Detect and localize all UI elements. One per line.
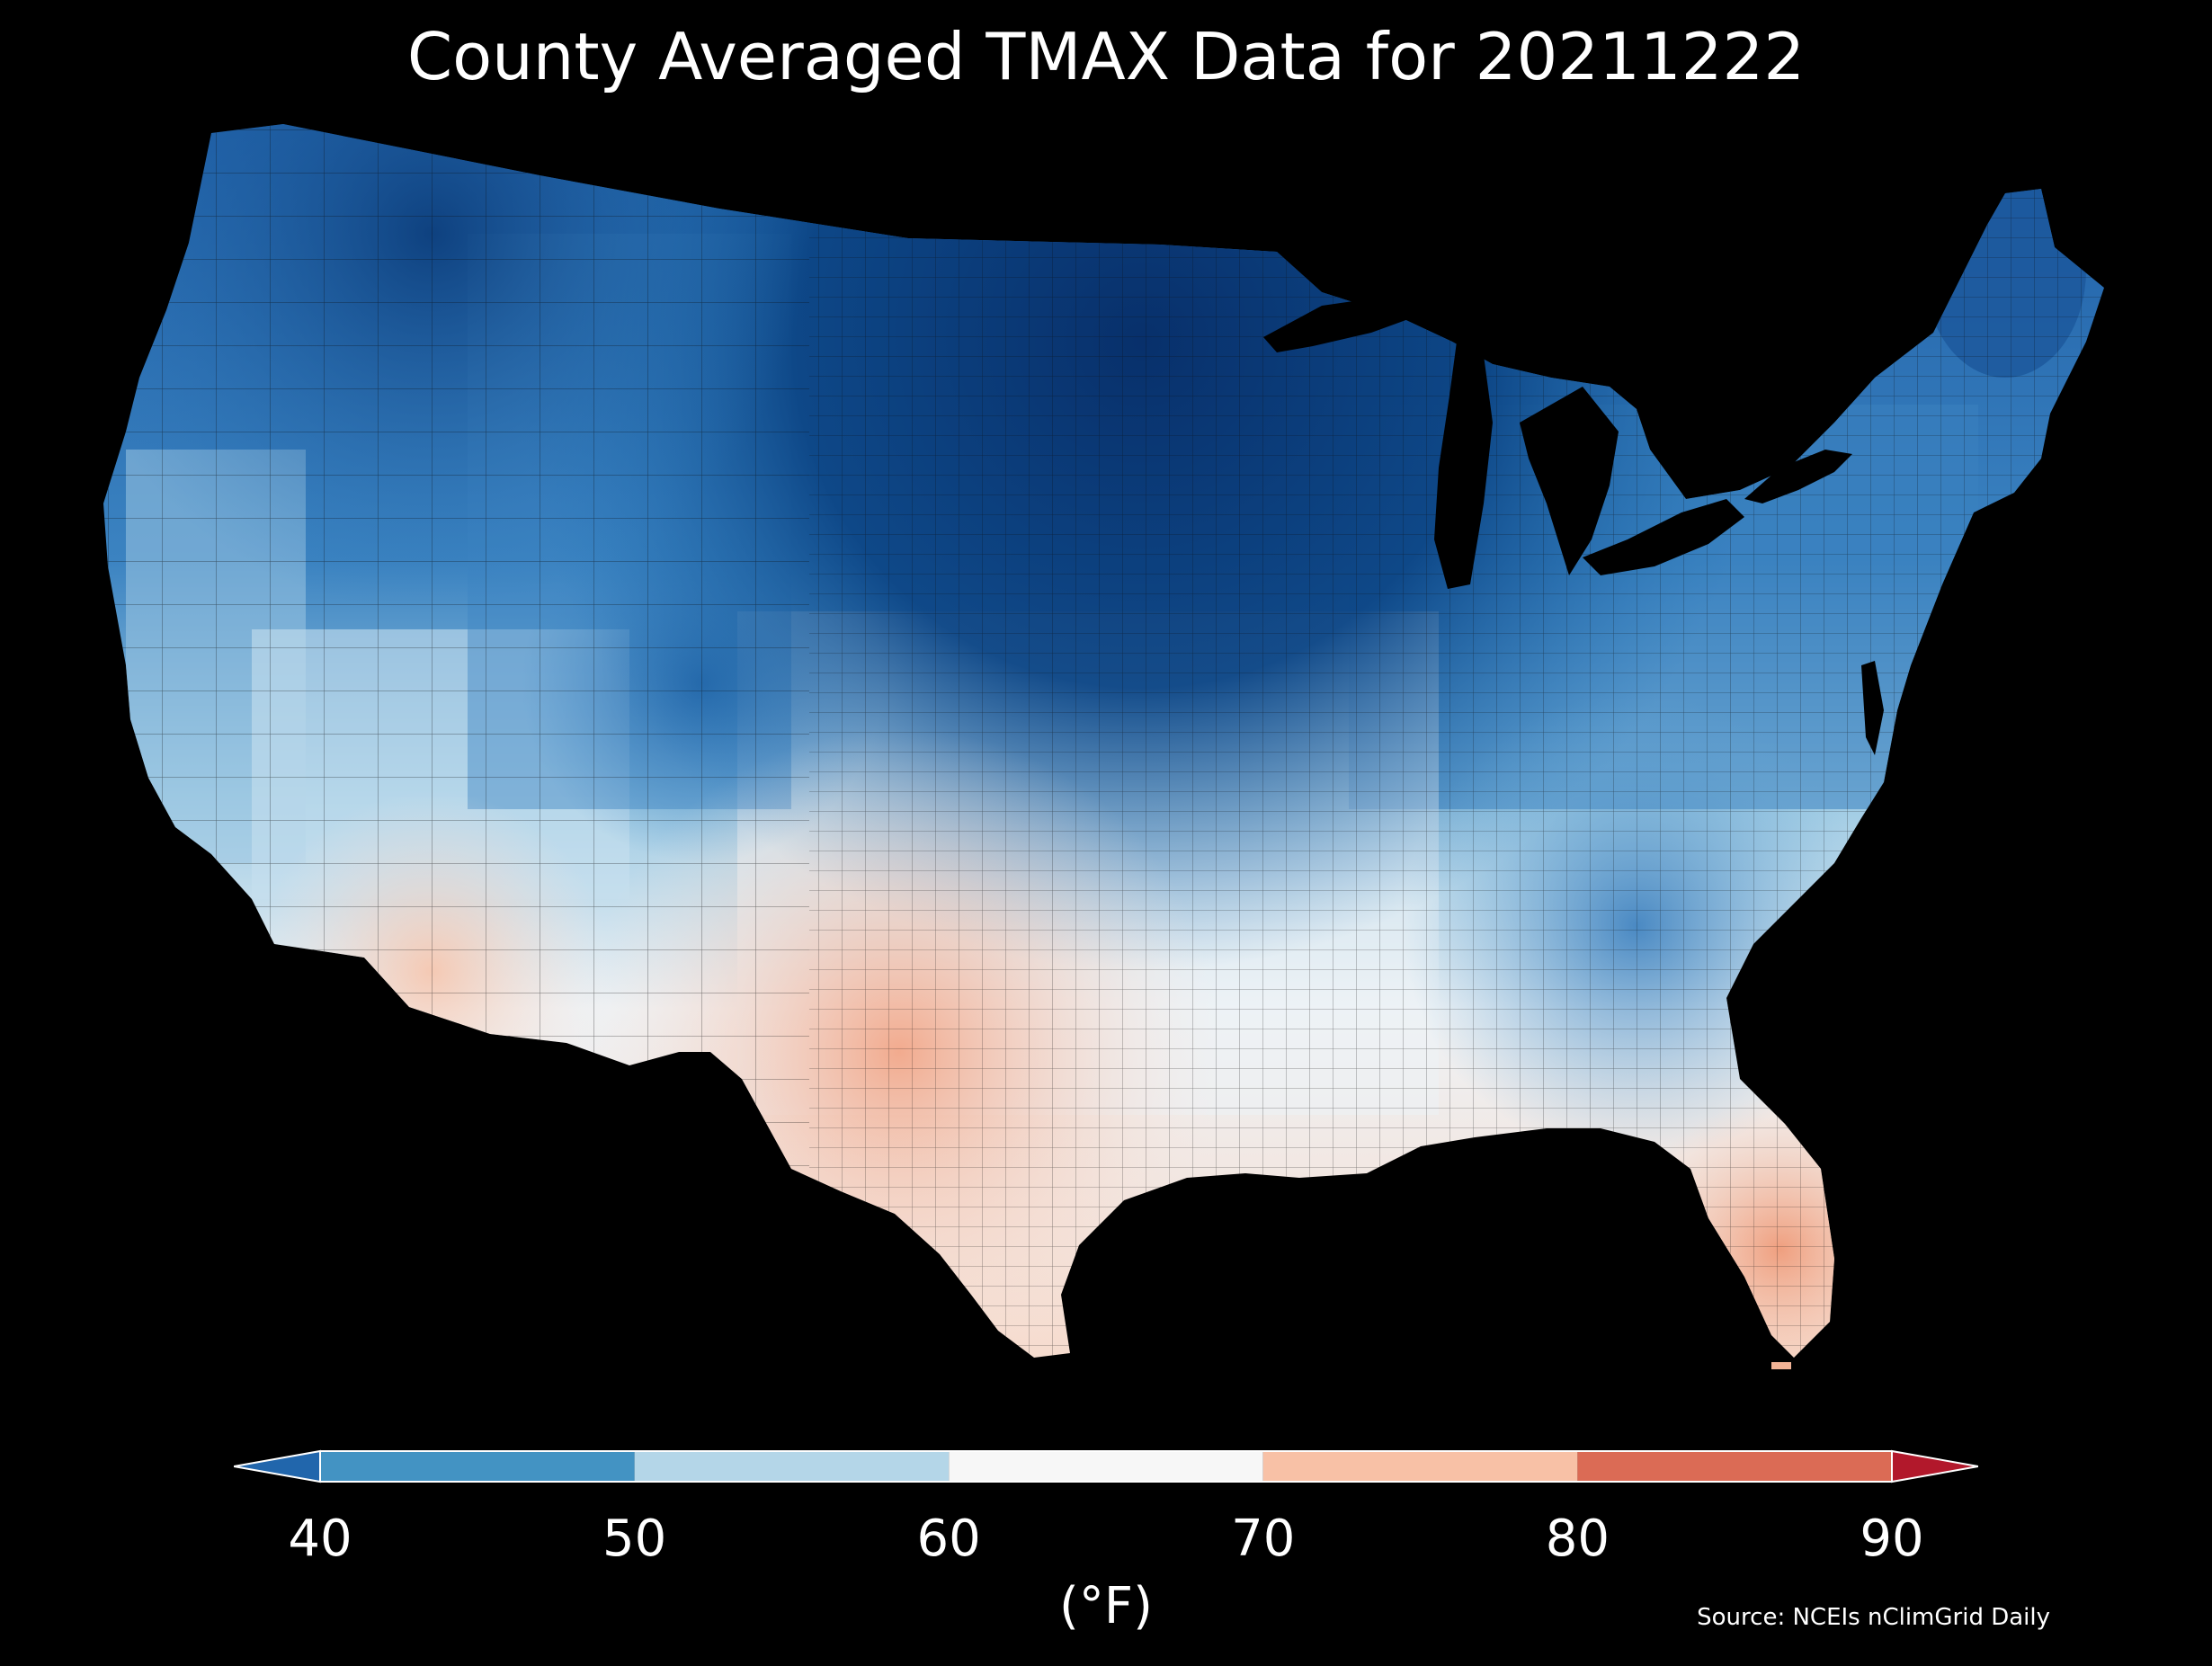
colorbar bbox=[234, 1449, 1978, 1483]
colorbar-tick-label: 80 bbox=[1545, 1510, 1610, 1568]
colorbar-bin-60-70 bbox=[949, 1451, 1263, 1482]
source-credit: Source: NCEIs nClimGrid Daily bbox=[1697, 1604, 2050, 1631]
colorbar-bin-50-60 bbox=[634, 1451, 950, 1482]
colorbar-bin-80-90 bbox=[1577, 1451, 1892, 1482]
colorbar-unit-label: (°F) bbox=[1059, 1577, 1153, 1635]
county-map bbox=[103, 124, 2104, 1369]
great-lakes bbox=[1263, 297, 1884, 755]
colorbar-bin-70-80 bbox=[1262, 1451, 1578, 1482]
colorbar-tick-label: 60 bbox=[916, 1510, 981, 1568]
colorbar-tick-label: 40 bbox=[288, 1510, 352, 1568]
colorbar-over-extension bbox=[1891, 1449, 1978, 1483]
colorbar-tick-label: 50 bbox=[602, 1510, 667, 1568]
florida-keys bbox=[1771, 1362, 1791, 1369]
county-map-svg bbox=[103, 124, 2104, 1369]
colorbar-tick-label: 70 bbox=[1231, 1510, 1296, 1568]
colorbar-bin-40-50 bbox=[320, 1451, 635, 1482]
colorbar-under-extension bbox=[234, 1449, 321, 1483]
colorbar-tick-label: 90 bbox=[1860, 1510, 1924, 1568]
colorbar-frame bbox=[319, 1450, 1893, 1483]
colorbar-bins bbox=[320, 1451, 1892, 1482]
map-title: County Averaged TMAX Data for 20211222 bbox=[406, 19, 1806, 94]
